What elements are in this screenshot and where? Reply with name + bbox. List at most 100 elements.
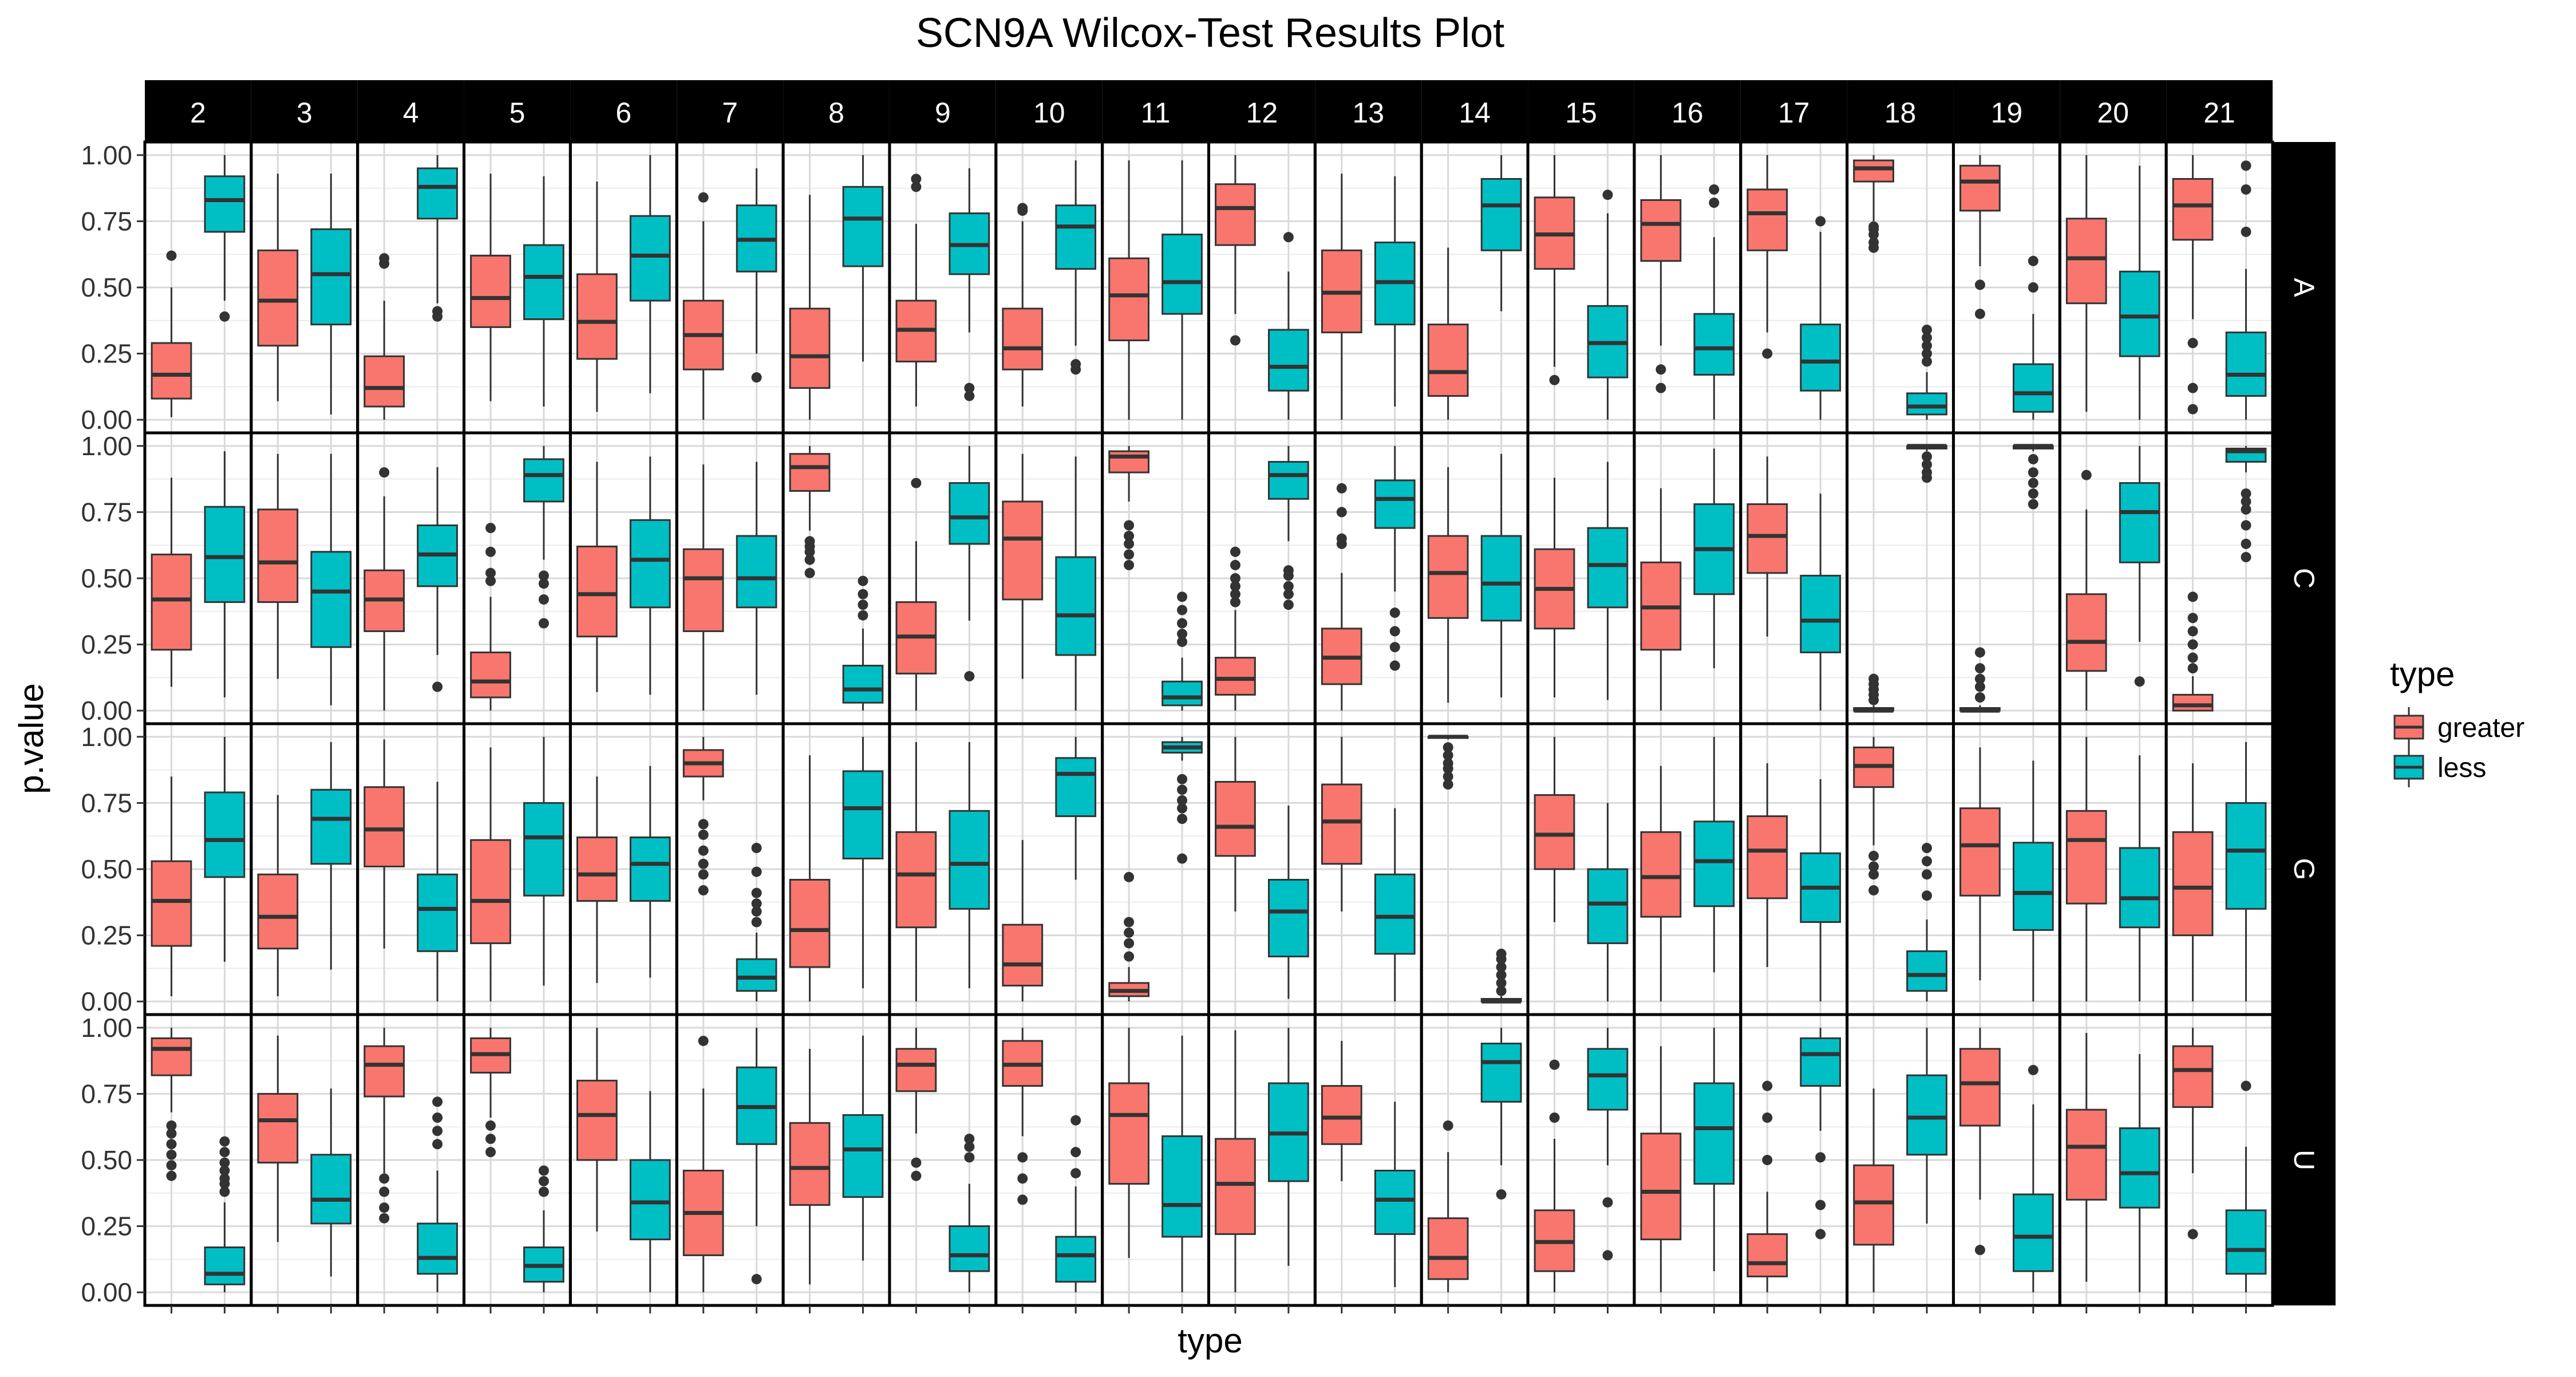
outlier-point bbox=[485, 575, 496, 586]
box-greater bbox=[576, 273, 618, 360]
box-less bbox=[2119, 270, 2160, 357]
outlier-point bbox=[485, 523, 496, 534]
outlier-point bbox=[1177, 803, 1188, 814]
legend-label-greater: greater bbox=[2437, 713, 2524, 743]
box-less bbox=[1480, 535, 1522, 622]
facet-panel bbox=[2164, 722, 2274, 1016]
outlier-point bbox=[1974, 681, 1985, 692]
column-strip-label: 5 bbox=[509, 97, 526, 129]
outlier-point bbox=[1762, 1080, 1773, 1091]
column-strip bbox=[1634, 80, 1741, 142]
outlier-point bbox=[1230, 559, 1240, 570]
column-strip-label: 15 bbox=[1565, 97, 1597, 129]
y-tick-label: 1.00 bbox=[81, 431, 132, 461]
outlier-point bbox=[964, 382, 975, 393]
box-greater bbox=[789, 453, 831, 492]
outlier-point bbox=[1283, 599, 1294, 610]
outlier-point bbox=[751, 372, 762, 383]
y-tick-label: 0.50 bbox=[81, 854, 132, 884]
facet-panel bbox=[2058, 1013, 2168, 1307]
column-strip bbox=[570, 80, 677, 142]
outlier-point bbox=[1124, 549, 1135, 560]
box-less bbox=[1906, 1074, 1947, 1156]
box-less bbox=[949, 482, 990, 545]
facet-panel bbox=[2164, 1013, 2274, 1307]
box-greater bbox=[576, 1079, 618, 1161]
outlier-point bbox=[2028, 255, 2038, 266]
outlier-point bbox=[2028, 488, 2038, 499]
box-greater bbox=[1002, 500, 1044, 601]
outlier-point bbox=[1496, 969, 1507, 980]
box-greater bbox=[2172, 1045, 2214, 1108]
outlier-point bbox=[2081, 469, 2092, 480]
outlier-point bbox=[1070, 359, 1081, 370]
y-tick-label: 0.25 bbox=[81, 630, 132, 660]
box-greater bbox=[1747, 1233, 1788, 1277]
facet-panel bbox=[463, 1013, 572, 1307]
outlier-point bbox=[1336, 483, 1347, 494]
facet-panel bbox=[1313, 1013, 1423, 1307]
box-less bbox=[1800, 1037, 1842, 1087]
facet-panel bbox=[1420, 140, 1530, 435]
y-tick-label: 0.50 bbox=[81, 563, 132, 593]
outlier-point bbox=[1496, 948, 1507, 959]
y-tick-label: 0.50 bbox=[81, 1145, 132, 1175]
outlier-point bbox=[1177, 636, 1188, 647]
box-less bbox=[842, 770, 884, 860]
row-strip bbox=[2273, 724, 2336, 1015]
outlier-point bbox=[698, 1035, 709, 1046]
outlier-point bbox=[1974, 309, 1985, 319]
y-tick-label: 0.00 bbox=[81, 696, 132, 725]
outlier-point bbox=[1868, 237, 1879, 248]
box-less bbox=[1693, 1082, 1735, 1185]
box-greater bbox=[1002, 924, 1044, 987]
y-tick-label: 0.00 bbox=[81, 1277, 132, 1307]
outlier-point bbox=[1868, 869, 1879, 880]
box-greater bbox=[2065, 810, 2107, 905]
y-tick-label: 0.25 bbox=[81, 339, 132, 369]
box-less bbox=[310, 1154, 352, 1225]
box-greater bbox=[257, 249, 299, 347]
outlier-point bbox=[1868, 221, 1879, 232]
facet-panel bbox=[250, 431, 359, 725]
box-greater bbox=[1427, 535, 1469, 619]
box-less bbox=[1693, 820, 1735, 908]
outlier-point bbox=[2241, 160, 2251, 171]
outlier-point bbox=[1602, 1197, 1613, 1208]
facet-panel bbox=[1633, 140, 1743, 435]
box-less bbox=[523, 802, 564, 897]
box-less bbox=[1693, 313, 1735, 376]
column-strip bbox=[1315, 80, 1422, 142]
box-less bbox=[1055, 204, 1097, 270]
outlier-point bbox=[379, 1173, 390, 1184]
outlier-point bbox=[219, 1157, 230, 1168]
outlier-point bbox=[1868, 673, 1879, 684]
box-greater bbox=[1959, 164, 2001, 212]
facet-panel bbox=[781, 140, 891, 435]
panel-border bbox=[2164, 1013, 2274, 1307]
box-less bbox=[2012, 842, 2054, 931]
column-strip-label: 20 bbox=[2097, 97, 2129, 129]
box-less bbox=[1055, 556, 1097, 656]
box-greater bbox=[470, 255, 511, 328]
facet-panel bbox=[463, 140, 572, 435]
column-strip bbox=[1847, 80, 1954, 142]
box-less bbox=[204, 791, 246, 878]
outlier-point bbox=[432, 1126, 443, 1137]
outlier-point bbox=[1336, 533, 1347, 544]
outlier-point bbox=[2028, 1064, 2038, 1075]
outlier-point bbox=[1177, 784, 1188, 795]
outlier-point bbox=[485, 1147, 496, 1158]
box-greater bbox=[1002, 307, 1044, 370]
box-greater bbox=[151, 342, 192, 400]
outlier-point bbox=[1443, 771, 1453, 782]
box-greater bbox=[1321, 1085, 1362, 1145]
chart-title: SCN9A Wilcox-Test Results Plot bbox=[916, 10, 1504, 56]
y-tick-label: 0.00 bbox=[81, 987, 132, 1016]
box-greater bbox=[2065, 218, 2107, 305]
outlier-point bbox=[1974, 692, 1985, 703]
box-greater bbox=[1640, 831, 1682, 918]
box-greater bbox=[682, 548, 724, 632]
outlier-point bbox=[1868, 850, 1879, 861]
outlier-point bbox=[166, 1149, 177, 1160]
